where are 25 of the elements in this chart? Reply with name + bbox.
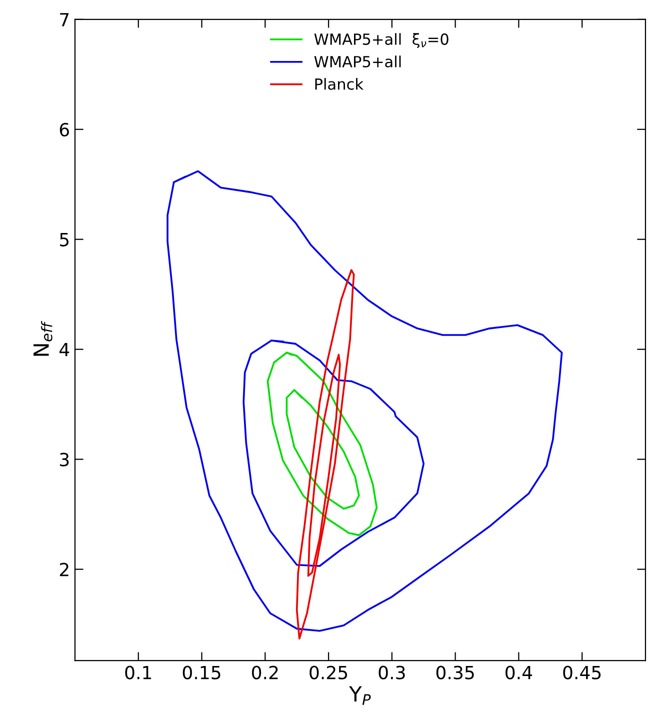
x-tick-label: 0.35: [436, 666, 474, 680]
y-tick-label: 2: [60, 562, 68, 576]
legend-label: Planck: [315, 78, 364, 90]
y-axis-title: N$_{eff}$: [34, 320, 52, 356]
x-tick-label: 0.3: [378, 666, 405, 680]
line-series: [242, 340, 425, 567]
line-series: [307, 354, 341, 577]
x-tick-label: 0.25: [310, 666, 348, 680]
x-axis-title: Y$_{P}$: [349, 686, 371, 705]
legend-label: WMAP5+all: [314, 56, 401, 68]
line-series: [296, 269, 355, 640]
x-tick-label: 0.2: [252, 666, 278, 680]
line-series: [166, 170, 563, 632]
x-tick-label: 0.4: [506, 666, 532, 680]
y-tick-label: 7: [60, 13, 69, 26]
y-tick-label: 6: [60, 122, 69, 136]
line-series: [266, 352, 378, 536]
y-tick-label: 5: [60, 233, 69, 246]
y-tick-label: 4: [60, 343, 70, 356]
y-tick-label: 3: [60, 452, 69, 466]
legend-label: WMAP5+all ξ$_{ν}$=0: [314, 33, 448, 48]
x-tick-label: 0.1: [125, 666, 152, 680]
x-tick-label: 0.15: [182, 666, 220, 680]
line-series: [286, 389, 360, 510]
x-tick-label: 0.45: [563, 666, 601, 680]
